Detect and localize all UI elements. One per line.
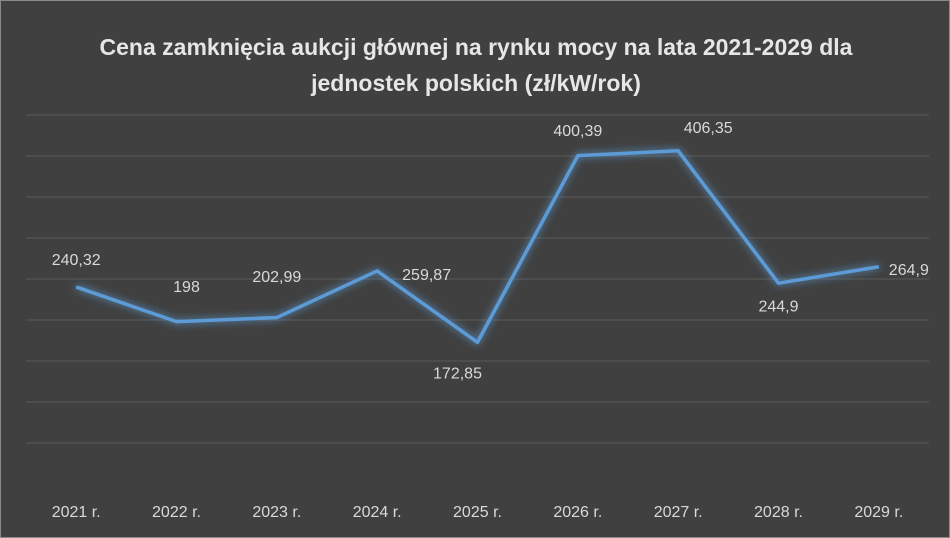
data-label: 202,99: [252, 269, 301, 286]
x-tick-label: 2028 r.: [754, 504, 803, 521]
data-label: 240,32: [52, 252, 101, 269]
data-label: 198: [173, 279, 200, 296]
data-label: 264,9: [889, 262, 929, 279]
x-tick-label: 2025 r.: [453, 504, 502, 521]
x-tick-label: 2023 r.: [252, 504, 301, 521]
line: [75, 149, 880, 345]
x-tick-label: 2029 r.: [854, 504, 903, 521]
data-label: 244,9: [758, 298, 798, 315]
x-tick-label: 2026 r.: [553, 504, 602, 521]
x-tick-label: 2027 r.: [654, 504, 703, 521]
data-label: 259,87: [402, 267, 451, 284]
data-label: 406,35: [684, 120, 733, 137]
data-label: 172,85: [433, 365, 482, 382]
x-tick-label: 2021 r.: [52, 504, 101, 521]
chart-title: Cena zamknięcia aukcji głównej na rynku …: [99, 34, 853, 96]
data-label: 400,39: [553, 123, 602, 140]
x-tick-label: 2024 r.: [353, 504, 402, 521]
x-tick-label: 2022 r.: [152, 504, 201, 521]
